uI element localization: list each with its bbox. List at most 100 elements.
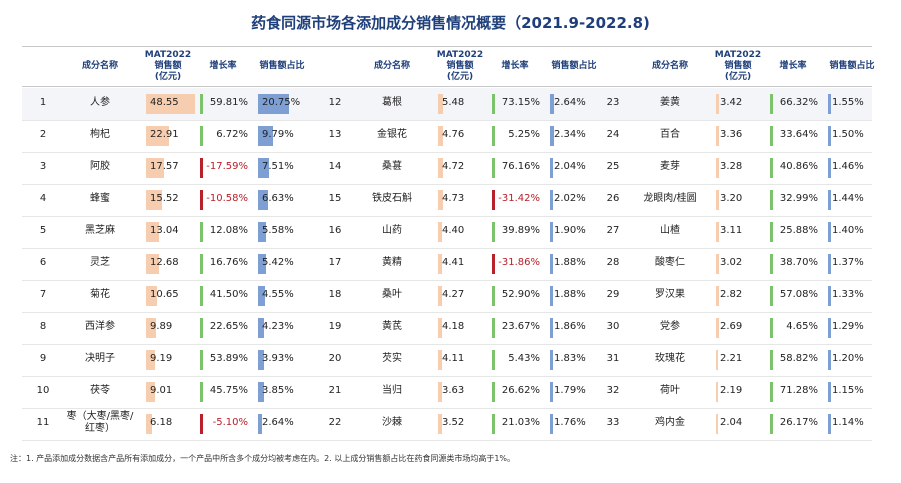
share: 1.55%	[832, 97, 864, 108]
share: 2.64%	[262, 417, 294, 428]
share-bar	[258, 350, 264, 370]
sales: 4.72	[442, 161, 465, 172]
share: 1.88%	[554, 257, 586, 268]
sales-bar	[716, 414, 719, 434]
growth: 38.70%	[779, 257, 818, 268]
sales: 2.82	[720, 289, 743, 300]
share-bar	[258, 318, 265, 338]
share: 2.04%	[554, 161, 586, 172]
share-bar	[550, 286, 553, 306]
share: 2.02%	[554, 193, 586, 204]
name: 百合	[660, 129, 680, 140]
rank: 20	[328, 353, 342, 364]
sales-bar	[438, 286, 443, 306]
sales-bar	[716, 222, 720, 242]
growth: 23.67%	[501, 321, 540, 332]
name: 荷叶	[660, 385, 680, 396]
growth-bar	[492, 94, 495, 114]
header-rule	[22, 46, 872, 47]
rank: 30	[606, 321, 620, 332]
rank: 3	[39, 161, 47, 172]
name: 麦芽	[660, 161, 680, 172]
column-header: (亿元)	[724, 72, 752, 82]
sales: 3.02	[720, 257, 743, 268]
growth: 71.28%	[779, 385, 818, 396]
share: 2.64%	[554, 97, 586, 108]
rank: 29	[606, 289, 620, 300]
growth-bar	[200, 414, 203, 434]
growth: 66.32%	[779, 97, 818, 108]
share-bar	[258, 382, 264, 402]
name: 山楂	[660, 225, 680, 236]
share: 5.42%	[262, 257, 294, 268]
sales-bar	[716, 382, 719, 402]
share-bar	[828, 158, 831, 178]
name: 蜂蜜	[90, 193, 110, 204]
sales: 15.52	[150, 193, 179, 204]
row-separator	[22, 120, 872, 121]
growth: -31.86%	[498, 257, 540, 268]
growth: 16.76%	[209, 257, 248, 268]
name: 芡实	[382, 353, 402, 364]
sales: 17.57	[150, 161, 179, 172]
sales-bar	[716, 126, 720, 146]
share-bar	[550, 126, 554, 146]
growth: -17.59%	[206, 161, 248, 172]
rank: 31	[606, 353, 620, 364]
growth: 22.65%	[209, 321, 248, 332]
column-header: MAT2022	[144, 50, 192, 60]
share: 1.83%	[554, 353, 586, 364]
sales: 4.27	[442, 289, 465, 300]
rank: 7	[39, 289, 47, 300]
sales: 4.76	[442, 129, 465, 140]
growth: 58.82%	[779, 353, 818, 364]
rank: 27	[606, 225, 620, 236]
growth: 53.89%	[209, 353, 248, 364]
name: 桑叶	[382, 289, 402, 300]
growth-bar	[200, 94, 203, 114]
column-header: 增长率	[501, 61, 529, 71]
sales: 4.40	[442, 225, 465, 236]
growth: 12.08%	[209, 225, 248, 236]
column-header: 增长率	[779, 61, 807, 71]
sales: 3.63	[442, 385, 465, 396]
growth: -31.42%	[498, 193, 540, 204]
growth: 59.81%	[209, 97, 248, 108]
growth-bar	[200, 254, 203, 274]
rank: 4	[39, 193, 47, 204]
share-bar	[550, 254, 553, 274]
growth: 5.25%	[508, 129, 540, 140]
sales-bar	[716, 94, 720, 114]
name: 黑芝麻	[85, 225, 115, 236]
sales-bar	[438, 318, 443, 338]
sales-bar	[438, 350, 443, 370]
sales: 9.19	[150, 353, 173, 364]
growth: 26.62%	[501, 385, 540, 396]
name: 龙眼肉/桂圆	[643, 193, 697, 204]
row-separator	[22, 440, 872, 441]
share-bar	[258, 254, 267, 274]
share-bar	[550, 94, 554, 114]
growth-bar	[200, 190, 203, 210]
growth: 32.99%	[779, 193, 818, 204]
share-bar	[828, 254, 831, 274]
growth: 76.16%	[501, 161, 540, 172]
growth-bar	[770, 350, 773, 370]
sales-bar	[716, 190, 720, 210]
sales: 2.69	[720, 321, 743, 332]
sales: 2.04	[720, 417, 743, 428]
row-separator	[22, 376, 872, 377]
sales-bar	[146, 318, 156, 338]
rank: 6	[39, 257, 47, 268]
sales-bar	[438, 414, 442, 434]
share: 3.93%	[262, 353, 294, 364]
sales: 2.19	[720, 385, 743, 396]
row-separator	[22, 184, 872, 185]
sales: 10.65	[150, 289, 179, 300]
share: 1.88%	[554, 289, 586, 300]
sales: 3.42	[720, 97, 743, 108]
growth: 26.17%	[779, 417, 818, 428]
growth-bar	[770, 286, 773, 306]
growth-bar	[200, 126, 203, 146]
